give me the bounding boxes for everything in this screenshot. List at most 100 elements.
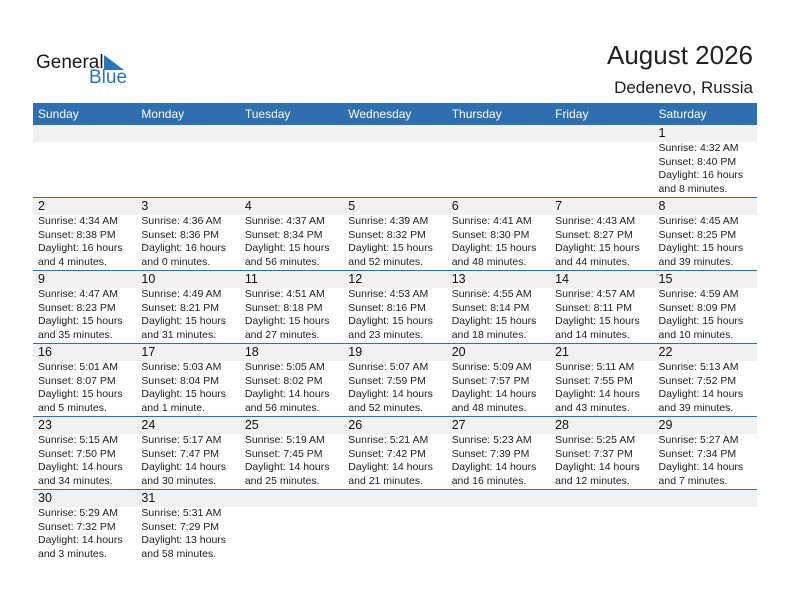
day-number: 25 [239,417,344,434]
daylight-minutes-text: and 8 minutes. [658,182,728,195]
day-cell: 15 Sunrise: 4:59 AM Sunset: 8:09 PM Dayligh… [653,270,757,344]
day-cell: 13 Sunrise: 4:55 AM Sunset: 8:14 PM Dayligh… [446,270,551,344]
day-cell: 20 Sunrise: 5:09 AM Sunset: 7:57 PM Dayligh… [446,343,551,417]
daylight-text: Daylight: 14 hours [244,461,330,473]
sunrise-text: Sunrise: 4:43 AM [555,215,636,227]
daylight-minutes-text: and 48 minutes. [451,401,527,414]
day-cell: 12 Sunrise: 4:53 AM Sunset: 8:16 PM Dayligh… [343,270,447,344]
day-cell [550,490,654,563]
week-row: 16 Sunrise: 5:01 AM Sunset: 8:07 PM Dayligh… [33,343,757,417]
day-number: 10 [136,271,240,288]
week-row: 23 Sunrise: 5:15 AM Sunset: 7:50 PM Dayligh… [33,416,757,490]
sunrise-text: Sunrise: 4:36 AM [141,215,222,227]
daylight-text: Daylight: 16 hours [658,169,744,181]
sunrise-text: Sunrise: 5:01 AM [38,361,118,373]
daylight-minutes-text: and 58 minutes. [141,547,217,560]
daylight-text: Daylight: 14 hours [555,388,640,400]
day-cell: 31 Sunrise: 5:31 AM Sunset: 7:29 PM Dayligh… [136,490,240,563]
sunrise-text: Sunrise: 5:09 AM [451,361,532,373]
day-number: 24 [136,417,240,434]
daylight-minutes-text: and 21 minutes. [348,474,423,487]
daylight-text: Daylight: 15 hours [244,315,330,327]
day-cell: 17 Sunrise: 5:03 AM Sunset: 8:04 PM Dayligh… [136,343,240,417]
daylight-minutes-text: and 3 minutes. [38,547,107,560]
sunrise-text: Sunrise: 5:23 AM [451,434,532,446]
day-cell: 6 Sunrise: 4:41 AM Sunset: 8:30 PM Daylight… [446,197,551,271]
day-cell: 10 Sunrise: 4:49 AM Sunset: 8:21 PM Dayligh… [136,270,240,344]
sunset-text: Sunset: 7:37 PM [555,447,633,460]
daylight-minutes-text: and 56 minutes. [244,401,320,414]
day-cell [239,490,344,563]
day-cell: 28 Sunrise: 5:25 AM Sunset: 7:37 PM Dayligh… [550,416,654,490]
day-number: 13 [446,271,551,288]
day-cell [239,125,344,198]
daylight-minutes-text: and 25 minutes. [244,474,320,487]
sunset-text: Sunset: 8:07 PM [38,374,116,387]
week-row: 1 Sunrise: 4:32 AM Sunset: 8:40 PM Daylight… [33,125,757,198]
day-number: 7 [550,198,654,215]
daylight-text: Daylight: 14 hours [38,534,123,546]
sunrise-text: Sunrise: 4:55 AM [451,288,532,300]
sunset-text: Sunset: 8:30 PM [451,228,530,241]
day-number [239,490,344,507]
weekday-thursday: Thursday [446,103,551,125]
sunrise-text: Sunrise: 4:45 AM [658,215,739,227]
daylight-text: Daylight: 16 hours [38,242,123,254]
daylight-text: Daylight: 14 hours [451,461,537,473]
daylight-text: Daylight: 15 hours [658,315,744,327]
day-number [33,125,137,142]
sunrise-text: Sunrise: 5:11 AM [555,361,635,373]
day-cell: 1 Sunrise: 4:32 AM Sunset: 8:40 PM Daylight… [653,125,757,198]
sunset-text: Sunset: 7:50 PM [38,447,116,460]
sunset-text: Sunset: 8:23 PM [38,301,116,314]
day-number: 3 [136,198,240,215]
day-number: 1 [653,125,757,142]
day-number [343,125,447,142]
day-cell [446,125,551,198]
sunrise-text: Sunrise: 5:21 AM [348,434,429,446]
weekday-tuesday: Tuesday [239,103,344,125]
sunrise-text: Sunrise: 5:27 AM [658,434,739,446]
day-number: 14 [550,271,654,288]
daylight-text: Daylight: 15 hours [141,315,227,327]
daylight-text: Daylight: 15 hours [555,315,640,327]
sunrise-text: Sunrise: 4:37 AM [244,215,325,227]
sunrise-text: Sunrise: 4:32 AM [658,142,739,154]
sunset-text: Sunset: 7:32 PM [38,520,116,533]
daylight-text: Daylight: 14 hours [244,388,330,400]
sunset-text: Sunset: 8:14 PM [451,301,530,314]
week-row: 9 Sunrise: 4:47 AM Sunset: 8:23 PM Daylight… [33,270,757,344]
daylight-text: Daylight: 15 hours [348,242,433,254]
daylight-text: Daylight: 14 hours [451,388,537,400]
daylight-minutes-text: and 18 minutes. [451,328,527,341]
sunset-text: Sunset: 8:02 PM [244,374,323,387]
page-title: August 2026 [606,40,753,70]
daylight-minutes-text: and 34 minutes. [38,474,113,487]
daylight-minutes-text: and 14 minutes. [555,328,630,341]
daylight-text: Daylight: 14 hours [38,461,123,473]
day-number: 27 [446,417,551,434]
day-number: 4 [239,198,344,215]
calendar-grid: Sunday Monday Tuesday Wednesday Thursday Frid… [33,103,757,562]
sunset-text: Sunset: 8:32 PM [348,228,426,241]
day-number [653,490,757,507]
day-number: 26 [343,417,447,434]
daylight-text: Daylight: 14 hours [658,461,744,473]
daylight-text: Daylight: 15 hours [141,388,227,400]
daylight-minutes-text: and 48 minutes. [451,255,527,268]
sunrise-text: Sunrise: 4:57 AM [555,288,636,300]
daylight-text: Daylight: 14 hours [348,388,433,400]
sunrise-text: Sunrise: 5:29 AM [38,507,118,519]
daylight-minutes-text: and 52 minutes. [348,255,423,268]
sunrise-text: Sunrise: 4:34 AM [38,215,118,227]
daylight-text: Daylight: 15 hours [38,315,123,327]
day-cell [343,125,447,198]
day-cell: 9 Sunrise: 4:47 AM Sunset: 8:23 PM Daylight… [33,270,137,344]
daylight-minutes-text: and 27 minutes. [244,328,320,341]
day-cell: 25 Sunrise: 5:19 AM Sunset: 7:45 PM Dayligh… [239,416,344,490]
day-cell: 23 Sunrise: 5:15 AM Sunset: 7:50 PM Dayligh… [33,416,137,490]
day-number: 29 [653,417,757,434]
day-number: 30 [33,490,137,507]
day-number [446,490,551,507]
daylight-minutes-text: and 35 minutes. [38,328,113,341]
